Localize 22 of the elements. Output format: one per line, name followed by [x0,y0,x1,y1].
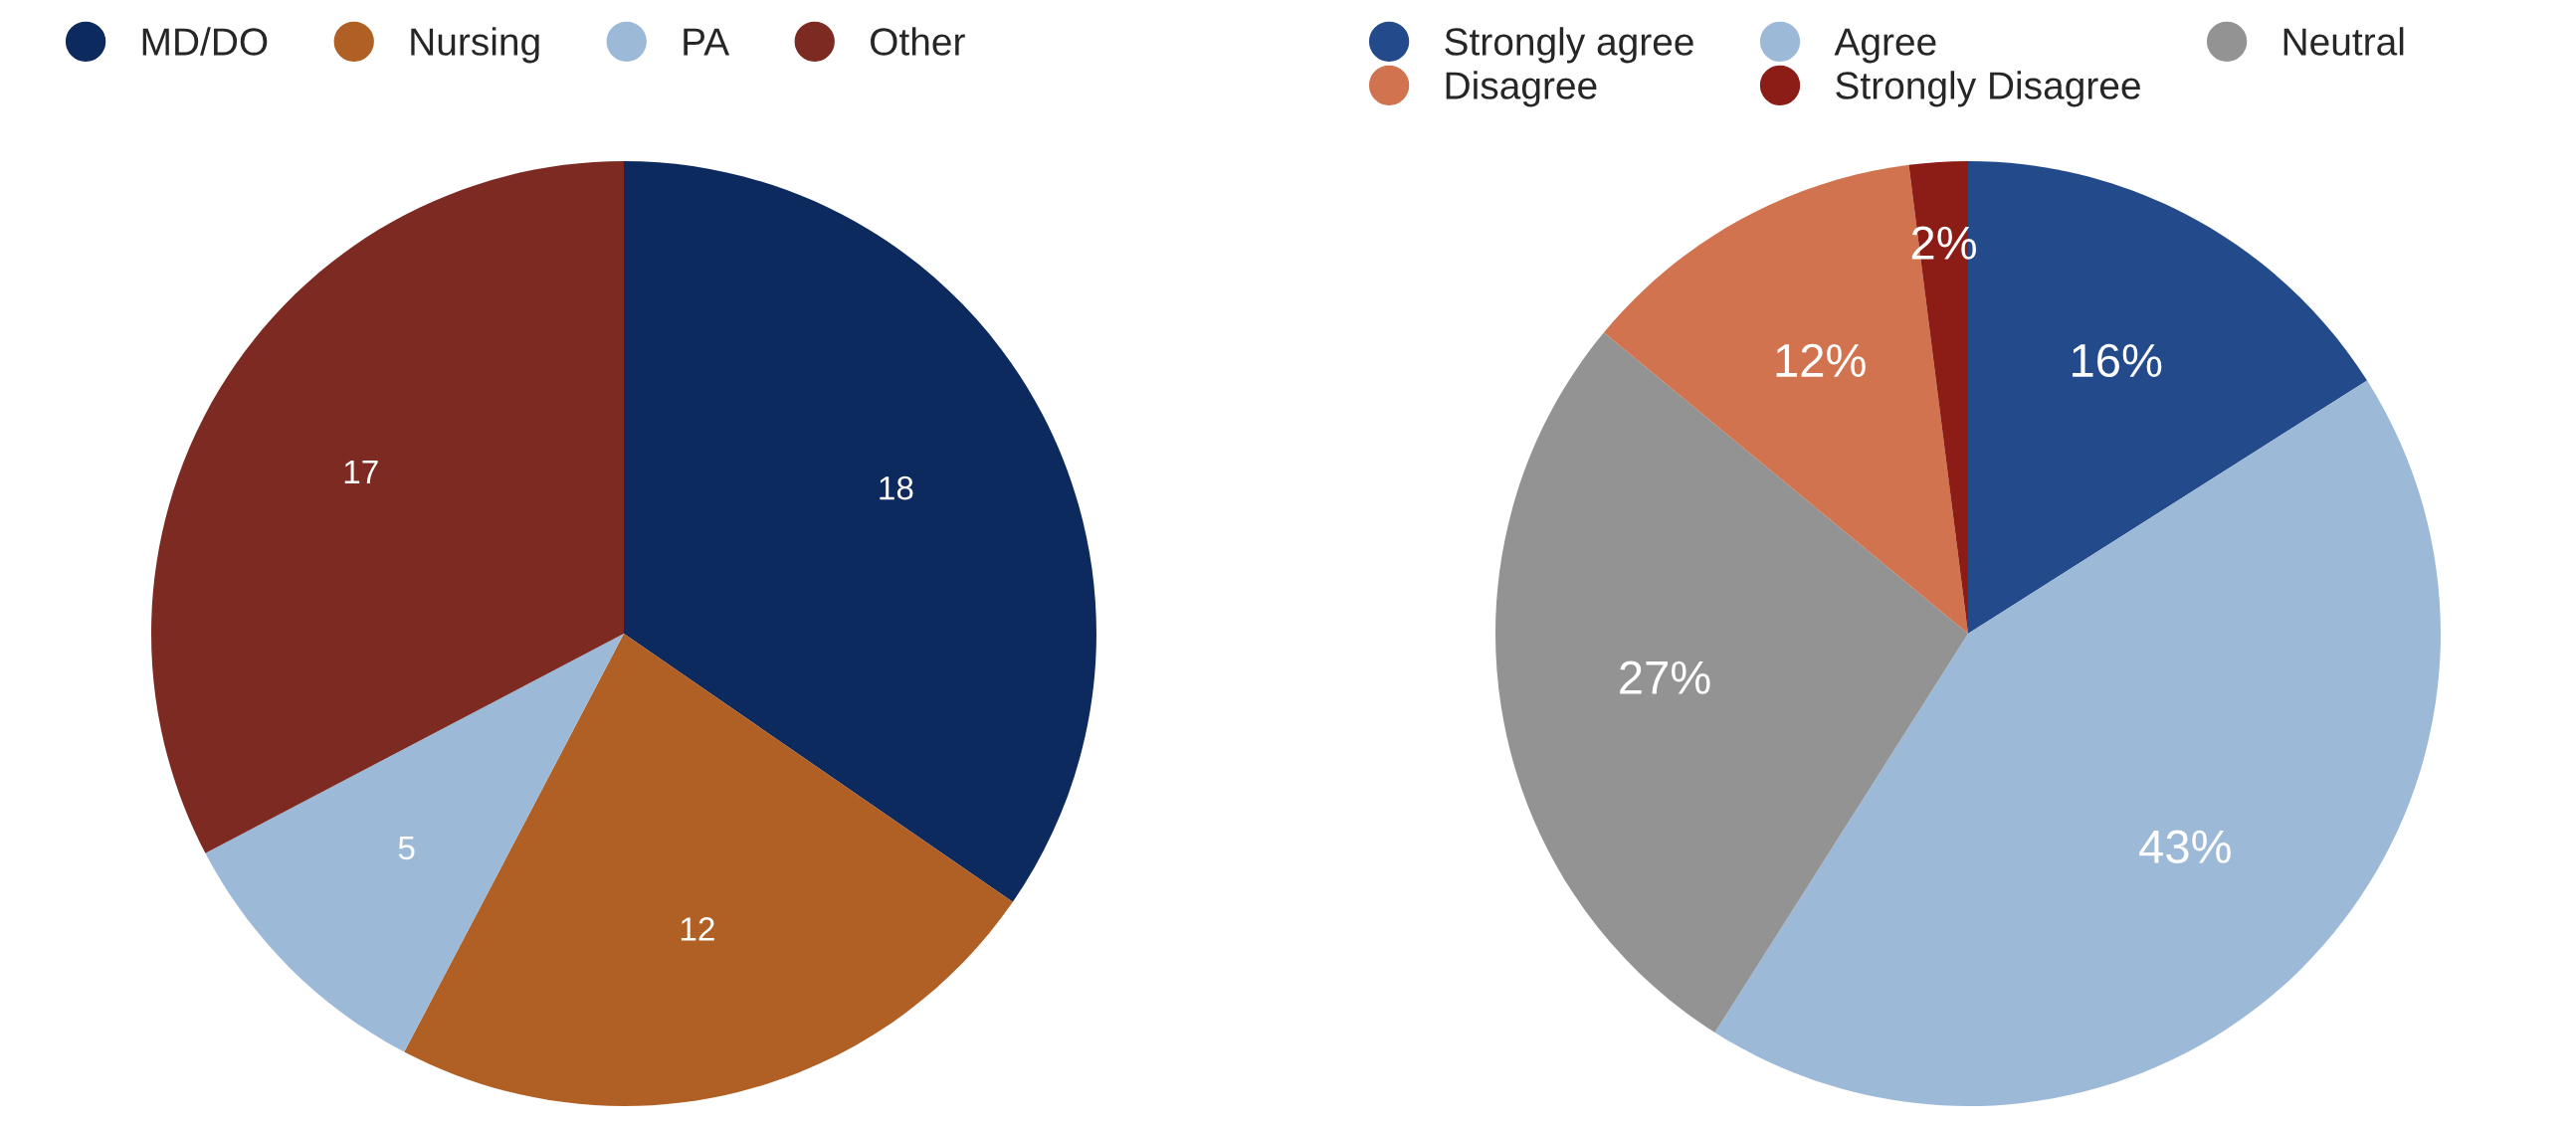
data-label: 17 [344,460,378,483]
pie-slice [205,634,624,1052]
data-label: 5 [398,837,415,860]
data-label: 27% [1620,660,1710,694]
pie-slice [624,161,1096,902]
legend-label: Strongly agree [1445,27,1693,64]
data-label: 16% [2073,343,2162,378]
data-label: 2% [1911,226,1976,260]
legend-label: Disagree [1446,71,1597,107]
data-label: 12% [1776,343,1866,377]
legend-label: Neutral [2283,27,2404,56]
data-label: 43% [2139,830,2231,863]
legend-label: PA [684,28,730,56]
data-label: 12 [681,917,714,941]
data-label: 18 [880,475,913,500]
pie-slice [1714,380,2441,1106]
legend-label: Nursing [411,27,539,64]
legend-label: Other [871,27,965,56]
pie-slice [1495,332,1968,1033]
legend-label: MD/DO [142,27,268,56]
legend-label: Strongly Disagree [1836,71,2140,107]
legend-label: Agree [1834,28,1936,64]
